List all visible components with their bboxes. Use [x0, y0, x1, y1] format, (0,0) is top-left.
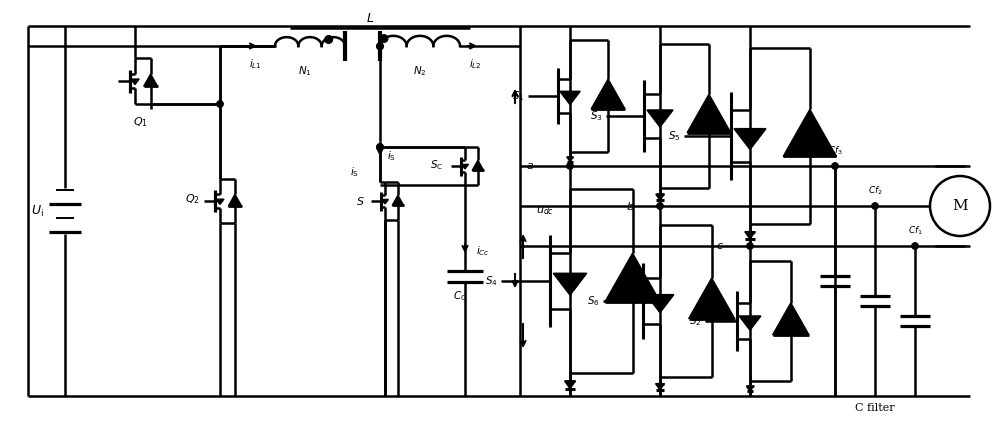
Text: $i_{L2}$: $i_{L2}$: [469, 57, 481, 71]
Text: $i_{\rm S}$: $i_{\rm S}$: [350, 165, 360, 179]
Polygon shape: [567, 157, 573, 162]
Text: $Q_1$: $Q_1$: [133, 115, 147, 129]
Polygon shape: [656, 384, 664, 390]
Circle shape: [832, 163, 838, 169]
Text: $N_2$: $N_2$: [413, 64, 427, 78]
Text: $S_6$: $S_6$: [587, 294, 599, 308]
Text: $S_{\rm C}$: $S_{\rm C}$: [430, 158, 444, 172]
Polygon shape: [560, 91, 580, 105]
Polygon shape: [646, 295, 674, 313]
Circle shape: [325, 36, 332, 43]
Text: $C_{\rm C}$: $C_{\rm C}$: [453, 289, 467, 303]
Text: $Cf_3$: $Cf_3$: [828, 145, 842, 157]
Polygon shape: [739, 316, 761, 330]
Text: $S_4$: $S_4$: [485, 274, 497, 288]
Polygon shape: [462, 165, 468, 169]
Text: $Q_2$: $Q_2$: [185, 192, 199, 206]
Polygon shape: [687, 94, 731, 133]
Circle shape: [567, 163, 573, 169]
Polygon shape: [647, 110, 673, 127]
Text: $i_{L1}$: $i_{L1}$: [249, 57, 261, 71]
Circle shape: [377, 144, 383, 150]
Text: $a$: $a$: [526, 161, 534, 171]
Polygon shape: [746, 386, 754, 391]
Text: $S_1$: $S_1$: [512, 89, 524, 103]
Text: $S_5$: $S_5$: [668, 129, 680, 143]
Polygon shape: [216, 199, 224, 204]
Polygon shape: [605, 253, 660, 302]
Circle shape: [377, 43, 383, 50]
Circle shape: [217, 101, 223, 107]
Polygon shape: [392, 195, 404, 205]
Circle shape: [380, 35, 388, 43]
Text: $b$: $b$: [626, 200, 634, 212]
Polygon shape: [783, 109, 836, 156]
Circle shape: [930, 176, 990, 236]
Text: C filter: C filter: [855, 403, 895, 413]
Text: $L$: $L$: [366, 11, 374, 24]
Polygon shape: [131, 79, 139, 85]
Text: $S$: $S$: [356, 195, 364, 207]
Polygon shape: [472, 160, 484, 171]
Text: $i_{Cc}$: $i_{Cc}$: [476, 244, 490, 258]
Text: $U_{\rm i}$: $U_{\rm i}$: [31, 203, 43, 218]
Circle shape: [872, 203, 878, 209]
Circle shape: [377, 43, 383, 49]
Polygon shape: [745, 232, 755, 239]
Circle shape: [377, 144, 383, 150]
Text: M: M: [952, 199, 968, 213]
Circle shape: [747, 243, 753, 249]
Text: $u_{dc}$: $u_{dc}$: [536, 205, 554, 217]
Text: $c$: $c$: [716, 241, 724, 251]
Polygon shape: [689, 278, 735, 319]
Text: $Cf_2$: $Cf_2$: [868, 185, 882, 197]
Text: $S_2$: $S_2$: [689, 314, 701, 328]
Circle shape: [657, 203, 663, 209]
Polygon shape: [553, 273, 587, 295]
Text: $Cf_1$: $Cf_1$: [908, 225, 922, 237]
Polygon shape: [773, 303, 809, 335]
Text: $i_{\rm S}$: $i_{\rm S}$: [387, 149, 397, 163]
Polygon shape: [382, 200, 388, 204]
Polygon shape: [591, 79, 625, 109]
Polygon shape: [656, 194, 664, 200]
Circle shape: [912, 243, 918, 249]
Polygon shape: [228, 195, 242, 206]
Polygon shape: [565, 381, 575, 389]
Polygon shape: [734, 128, 766, 149]
Text: $N_1$: $N_1$: [298, 64, 312, 78]
Text: $S_3$: $S_3$: [590, 109, 602, 123]
Polygon shape: [144, 74, 158, 86]
